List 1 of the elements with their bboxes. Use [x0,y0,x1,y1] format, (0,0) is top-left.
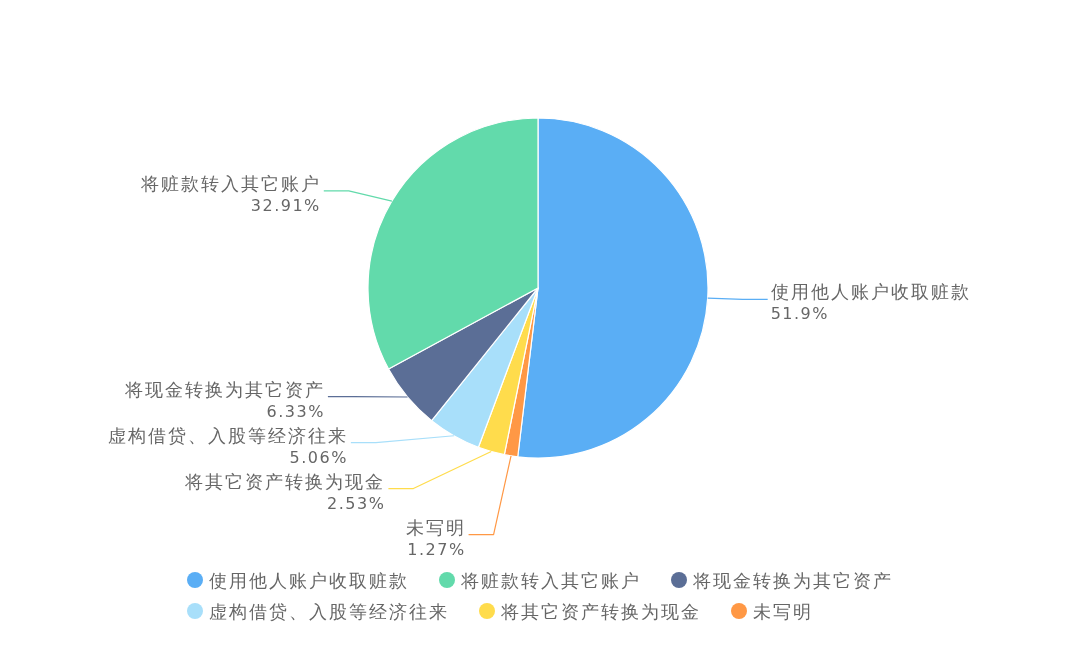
legend-label: 未写明 [753,600,813,622]
